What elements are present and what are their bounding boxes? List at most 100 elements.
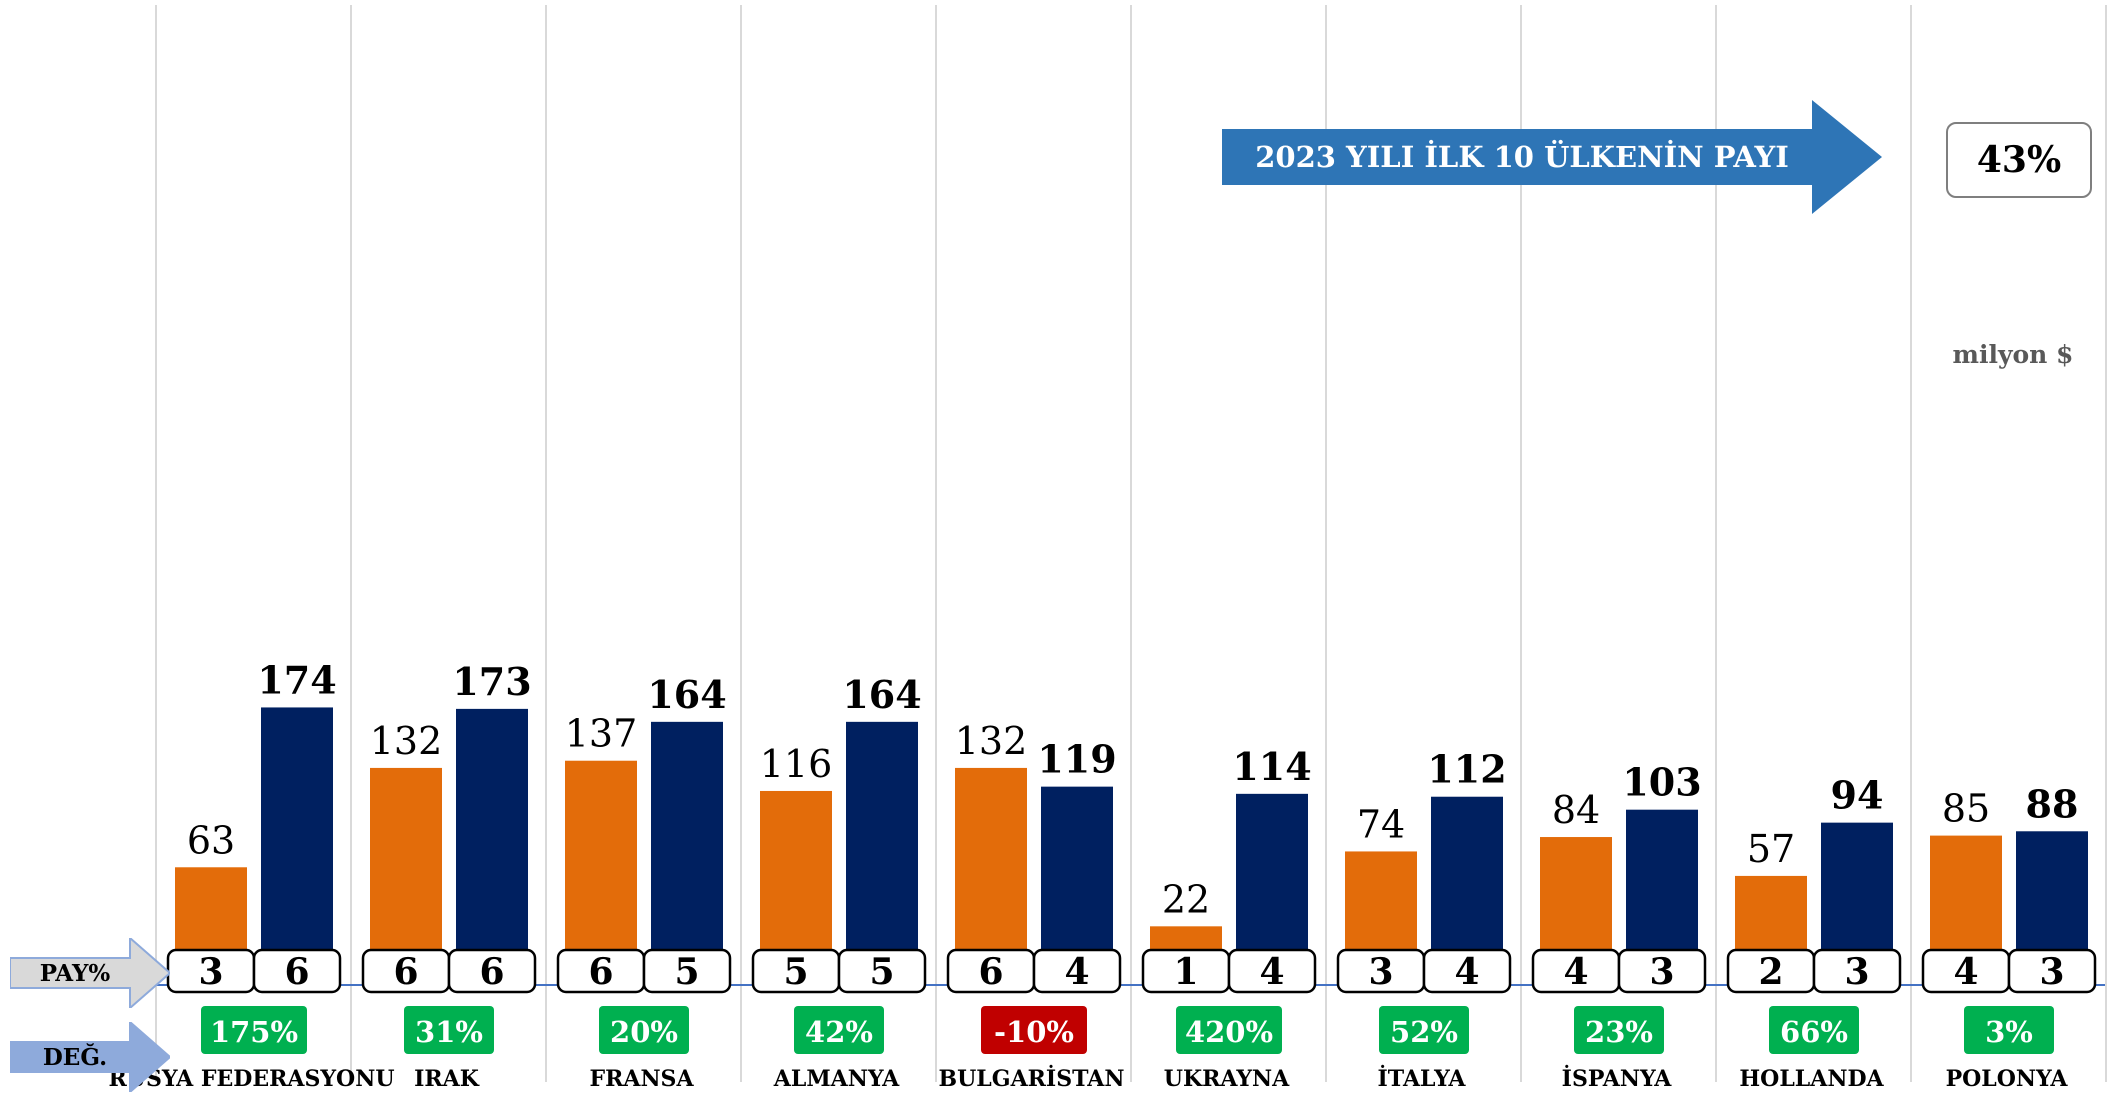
data-label: 112	[1427, 747, 1506, 792]
bar	[2016, 831, 2088, 958]
data-label: 137	[565, 712, 638, 756]
pay-value: 1	[1173, 951, 1198, 993]
change-value: 23%	[1585, 1015, 1653, 1049]
category-label: IRAK	[414, 1066, 480, 1092]
banner-text: 2023 YILI İLK 10 ÜLKENİN PAYI	[1255, 140, 1789, 174]
change-badge	[981, 1006, 1087, 1054]
bar	[651, 721, 723, 958]
change-row-label: DEĞ.	[42, 1044, 108, 1071]
bar	[261, 707, 333, 958]
change-value: 66%	[1780, 1015, 1848, 1049]
bar	[175, 867, 247, 958]
bar	[456, 708, 528, 958]
pay-value: 4	[1259, 951, 1284, 993]
pay-value: 3	[1649, 951, 1674, 993]
pay-value: 6	[588, 951, 613, 993]
pay-box	[2007, 948, 2097, 994]
pay-value: 5	[783, 951, 808, 993]
bar	[760, 790, 832, 958]
pay-box	[1617, 948, 1707, 994]
pay-box	[252, 948, 342, 994]
change-badge	[404, 1006, 494, 1054]
pay-value: 5	[674, 951, 699, 993]
pay-value: 5	[869, 951, 894, 993]
pay-value: 4	[1563, 951, 1588, 993]
pay-box	[1812, 948, 1902, 994]
data-label: 132	[955, 719, 1028, 763]
data-label: 173	[452, 659, 531, 704]
share-value-box: 43%	[1946, 122, 2092, 198]
banner-arrow	[1222, 100, 1882, 214]
pay-value: 3	[1368, 951, 1393, 993]
pay-value: 3	[198, 951, 223, 993]
bar	[1431, 796, 1503, 958]
data-label: 132	[370, 719, 443, 763]
change-value: 42%	[805, 1015, 873, 1049]
data-label: 164	[647, 672, 726, 717]
change-value: 31%	[415, 1015, 483, 1049]
bar	[1626, 809, 1698, 958]
pay-value: 6	[978, 951, 1003, 993]
category-label: POLONYA	[1946, 1066, 2069, 1092]
data-label: 103	[1622, 760, 1701, 805]
change-badge	[1176, 1006, 1282, 1054]
category-label: HOLLANDA	[1739, 1066, 1884, 1092]
data-label: 22	[1162, 877, 1210, 921]
category-label: ALMANYA	[773, 1066, 900, 1092]
data-label: 84	[1552, 788, 1600, 832]
pay-value: 2	[1758, 951, 1783, 993]
pay-value: 6	[393, 951, 418, 993]
bar	[1041, 786, 1113, 958]
bar	[1345, 851, 1417, 958]
bar	[846, 721, 918, 958]
bar	[1821, 822, 1893, 958]
change-badge	[599, 1006, 689, 1054]
pay-box	[837, 948, 927, 994]
pay-value: 4	[1064, 951, 1089, 993]
change-value: 52%	[1390, 1015, 1458, 1049]
change-badge	[1769, 1006, 1859, 1054]
change-value: -10%	[994, 1015, 1074, 1049]
pay-value: 3	[2039, 951, 2064, 993]
change-value: 3%	[1985, 1015, 2033, 1049]
data-label: 94	[1831, 773, 1884, 818]
pay-box	[642, 948, 732, 994]
pay-value: 4	[1454, 951, 1479, 993]
data-label: 88	[2026, 781, 2079, 826]
data-label: 74	[1357, 802, 1405, 846]
bar	[565, 760, 637, 958]
change-value: 175%	[210, 1015, 298, 1049]
bar	[1930, 835, 2002, 958]
pay-box	[1422, 948, 1512, 994]
data-label: 116	[760, 742, 833, 786]
pay-box	[447, 948, 537, 994]
bar	[955, 767, 1027, 958]
change-value: 420%	[1185, 1015, 1273, 1049]
data-label: 57	[1747, 827, 1795, 871]
change-badge	[1574, 1006, 1664, 1054]
unit-label: milyon $	[1952, 340, 2074, 369]
bar	[1735, 875, 1807, 958]
bar	[1540, 837, 1612, 958]
pay-value: 6	[479, 951, 504, 993]
pay-row-label: PAY%	[39, 960, 111, 987]
data-label: 164	[842, 672, 921, 717]
change-row-arrow	[10, 1022, 170, 1092]
data-label: 114	[1232, 744, 1311, 789]
bar	[370, 767, 442, 958]
category-label: İSPANYA	[1562, 1064, 1673, 1092]
pay-value: 4	[1953, 951, 1978, 993]
pay-box	[1032, 948, 1122, 994]
change-value: 20%	[610, 1015, 678, 1049]
data-label: 63	[187, 818, 235, 862]
category-label: İTALYA	[1378, 1064, 1467, 1092]
bar	[1236, 793, 1308, 958]
category-label: UKRAYNA	[1164, 1066, 1290, 1092]
category-label: BULGARİSTAN	[939, 1064, 1125, 1092]
change-badge	[1964, 1006, 2054, 1054]
pay-value: 6	[284, 951, 309, 993]
data-label: 174	[257, 657, 336, 702]
change-badge	[201, 1006, 307, 1054]
data-label: 85	[1942, 787, 1990, 831]
